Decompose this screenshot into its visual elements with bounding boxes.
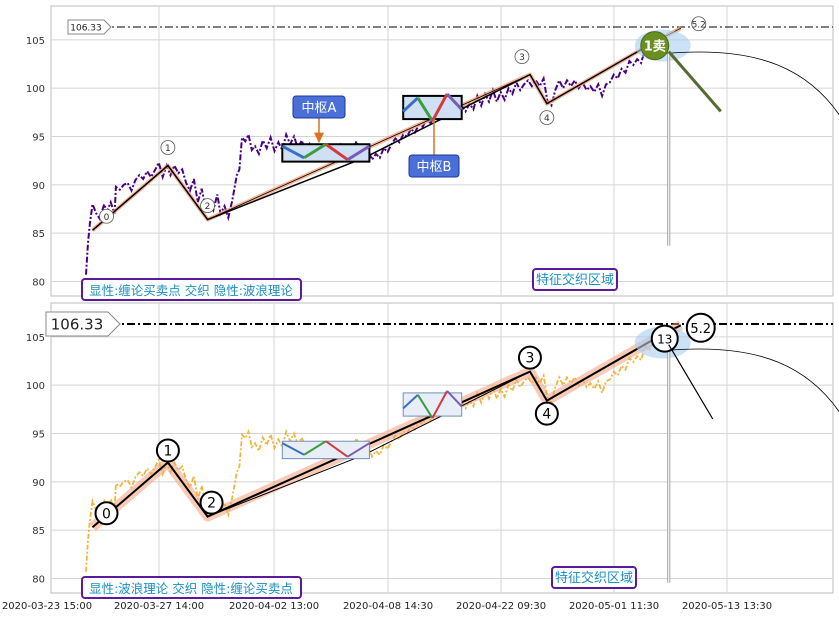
overlap-label: 13 (657, 333, 672, 347)
sell-point-marker (640, 31, 670, 61)
price-tag (45, 311, 121, 337)
plot-frame (50, 5, 834, 297)
wave-label: 2 (205, 202, 211, 212)
x-tick-label: 2020-03-23 15:00 (2, 601, 92, 612)
zhongshu-b-label-box (408, 154, 460, 178)
zhongshu-segment (303, 142, 327, 160)
zhongshu-segment (446, 390, 463, 408)
wave-label: 0 (102, 506, 111, 522)
x-tick-label: 2020-04-22 09:30 (456, 601, 546, 612)
y-tick-label: 105 (26, 333, 45, 344)
wave-label: 5.2 (690, 322, 711, 337)
y-tick-label: 85 (32, 229, 45, 240)
zhongshu-segment (324, 143, 349, 161)
zone-label-box (532, 268, 618, 291)
x-tick-label: 2020-03-27 14:00 (114, 601, 204, 612)
x-axis: 2020-03-23 15:00 2020-03-27 14:00 2020-04-… (2, 601, 772, 612)
top-panel: 80 85 90 95 100 105 106.33 1卖 0 1 2 3 4 5.2 中枢A 中枢B 特征交织… (26, 5, 839, 301)
wave-label: 3 (519, 53, 525, 63)
wave-label-circle (199, 490, 224, 515)
y-tick-label: 90 (32, 181, 45, 192)
wave-label-circle (155, 438, 180, 463)
zhongshu-segment (281, 442, 305, 456)
zhongshu-segment (346, 144, 371, 161)
zhongshu-b-label: 中枢B (417, 160, 452, 175)
legend-box (81, 576, 302, 599)
zhongshu-a-label-box (292, 95, 346, 119)
wave-label: 2 (207, 496, 216, 512)
wave-label-circle (514, 49, 530, 65)
wave-label: 1 (163, 444, 172, 460)
zhongshu-segment (402, 394, 419, 410)
wave-label: 1 (165, 144, 171, 154)
zhongshu-segment (281, 144, 305, 160)
y-tick-label: 95 (32, 430, 45, 441)
y-tick-label: 95 (32, 133, 45, 144)
wave-label: 5.2 (692, 20, 706, 30)
projection-arc (664, 51, 839, 116)
callout-a-arrow (314, 132, 324, 144)
zone-label: 特征交织区域 (555, 570, 633, 586)
x-tick-label: 2020-05-13 13:30 (682, 601, 772, 612)
y-tick-label: 100 (26, 84, 45, 95)
zhongshu-segment (325, 440, 349, 458)
overlap-marker (650, 324, 679, 353)
wave-label-circle (200, 198, 215, 214)
bottom-panel: 80 85 90 95 100 105 106.33 0 1 2 3 4 5.2 13 特征交织区域显性:波… (26, 302, 839, 599)
legend-box (81, 278, 302, 301)
legend-label: 显性:波浪理论 交织 隐性:缠论买卖点 (89, 581, 293, 596)
plot-frame (50, 302, 834, 594)
y-tick-label: 80 (32, 278, 45, 289)
x-tick-label: 2020-05-01 11:30 (569, 601, 659, 612)
wave-label: 4 (544, 114, 550, 124)
zhongshu-segment (402, 96, 419, 113)
sell-arrow-line (667, 50, 722, 113)
zhongshu-segment (445, 92, 463, 111)
zhongshu-a-label: 中枢A (302, 101, 337, 116)
y-tick-label: 105 (26, 36, 45, 47)
zhongshu-segment (416, 394, 434, 419)
wave-label-circle (539, 110, 555, 126)
wave-label-circle (534, 401, 559, 426)
y-tick-label: 100 (26, 381, 45, 392)
price-tag-label: 106.33 (70, 23, 102, 33)
zhongshu-segment (431, 93, 449, 122)
wave-label-circle (160, 140, 176, 155)
wave-label-circle (517, 345, 542, 370)
x-tick-label: 2020-04-02 13:00 (229, 601, 319, 612)
y-tick-label: 90 (32, 478, 45, 489)
wave-label-circle (685, 312, 716, 343)
wave-label-circle (691, 16, 707, 32)
zone-label-box (551, 566, 637, 589)
zone-label: 特征交织区域 (536, 272, 614, 288)
legend-label: 显性:缠论买卖点 交织 隐性:波浪理论 (89, 283, 293, 298)
projection-arc (664, 348, 839, 413)
zhongshu-segment (303, 440, 327, 456)
wave-label-circle (94, 501, 119, 526)
price-tag-label: 106.33 (51, 315, 104, 333)
wave-label: 3 (525, 351, 534, 367)
zhongshu-segment (431, 390, 448, 419)
wave-label: 0 (104, 213, 110, 223)
y-tick-label: 85 (32, 526, 45, 537)
sell-arrow-line (668, 344, 714, 420)
y-tick-label: 80 (32, 575, 45, 586)
zhongshu-segment (347, 442, 370, 458)
sell-point-label: 1卖 (644, 39, 666, 55)
x-tick-label: 2020-04-08 14:30 (343, 601, 433, 612)
zhongshu-segment (416, 97, 434, 122)
wave-label: 4 (542, 407, 551, 423)
wave-label-circle (99, 208, 114, 224)
price-tag (67, 19, 112, 35)
